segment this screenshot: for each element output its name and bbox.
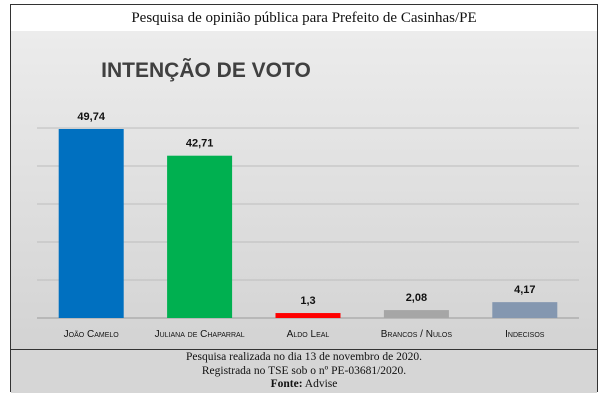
chart-area: INTENÇÃO DE VOTO 49,74 42,71 1,3 2,08 4,17 J… — [11, 31, 597, 349]
poll-header-title: Pesquisa de opinião pública para Prefeit… — [11, 5, 597, 32]
bar-value-label: 4,17 — [514, 284, 535, 296]
footer-registration-line: Registrada no TSE sob o nº PE-03681/2020… — [201, 364, 407, 377]
category-labels: João Camelo Juliana de Chaparral Aldo Leal… — [64, 329, 545, 340]
bars — [58, 128, 558, 318]
bar — [167, 155, 233, 318]
bar-value-label: 1,3 — [300, 295, 315, 307]
category-label: Aldo Leal — [287, 329, 330, 340]
chart-title: INTENÇÃO DE VOTO — [101, 59, 311, 82]
bar — [275, 313, 341, 318]
gridlines — [37, 127, 579, 319]
footer-date-line: Pesquisa realizada no dia 13 de novembro… — [185, 351, 422, 363]
bar-chart: INTENÇÃO DE VOTO 49,74 42,71 1,3 2,08 4,17 J… — [37, 59, 579, 340]
footer-source-line: Fonte: Advise — [11, 378, 597, 392]
category-label: Brancos / Nulos — [381, 329, 453, 340]
source-value: Advise — [304, 378, 338, 390]
bar-value-label: 49,74 — [77, 111, 105, 123]
category-label: João Camelo — [64, 329, 120, 340]
category-label: Indecisos — [505, 329, 545, 340]
data-labels: 49,74 42,71 1,3 2,08 4,17 — [77, 111, 535, 307]
bar-value-label: 42,71 — [186, 138, 214, 150]
poll-footer: Pesquisa realizada no dia 13 de novembro… — [11, 349, 597, 393]
bar — [58, 128, 124, 318]
poll-figure: Pesquisa de opinião pública para Prefeit… — [10, 4, 598, 393]
bar — [492, 302, 558, 318]
bar — [383, 310, 449, 318]
category-label: Juliana de Chaparral — [155, 329, 245, 340]
bar-value-label: 2,08 — [406, 292, 427, 304]
source-label: Fonte: — [270, 378, 303, 390]
